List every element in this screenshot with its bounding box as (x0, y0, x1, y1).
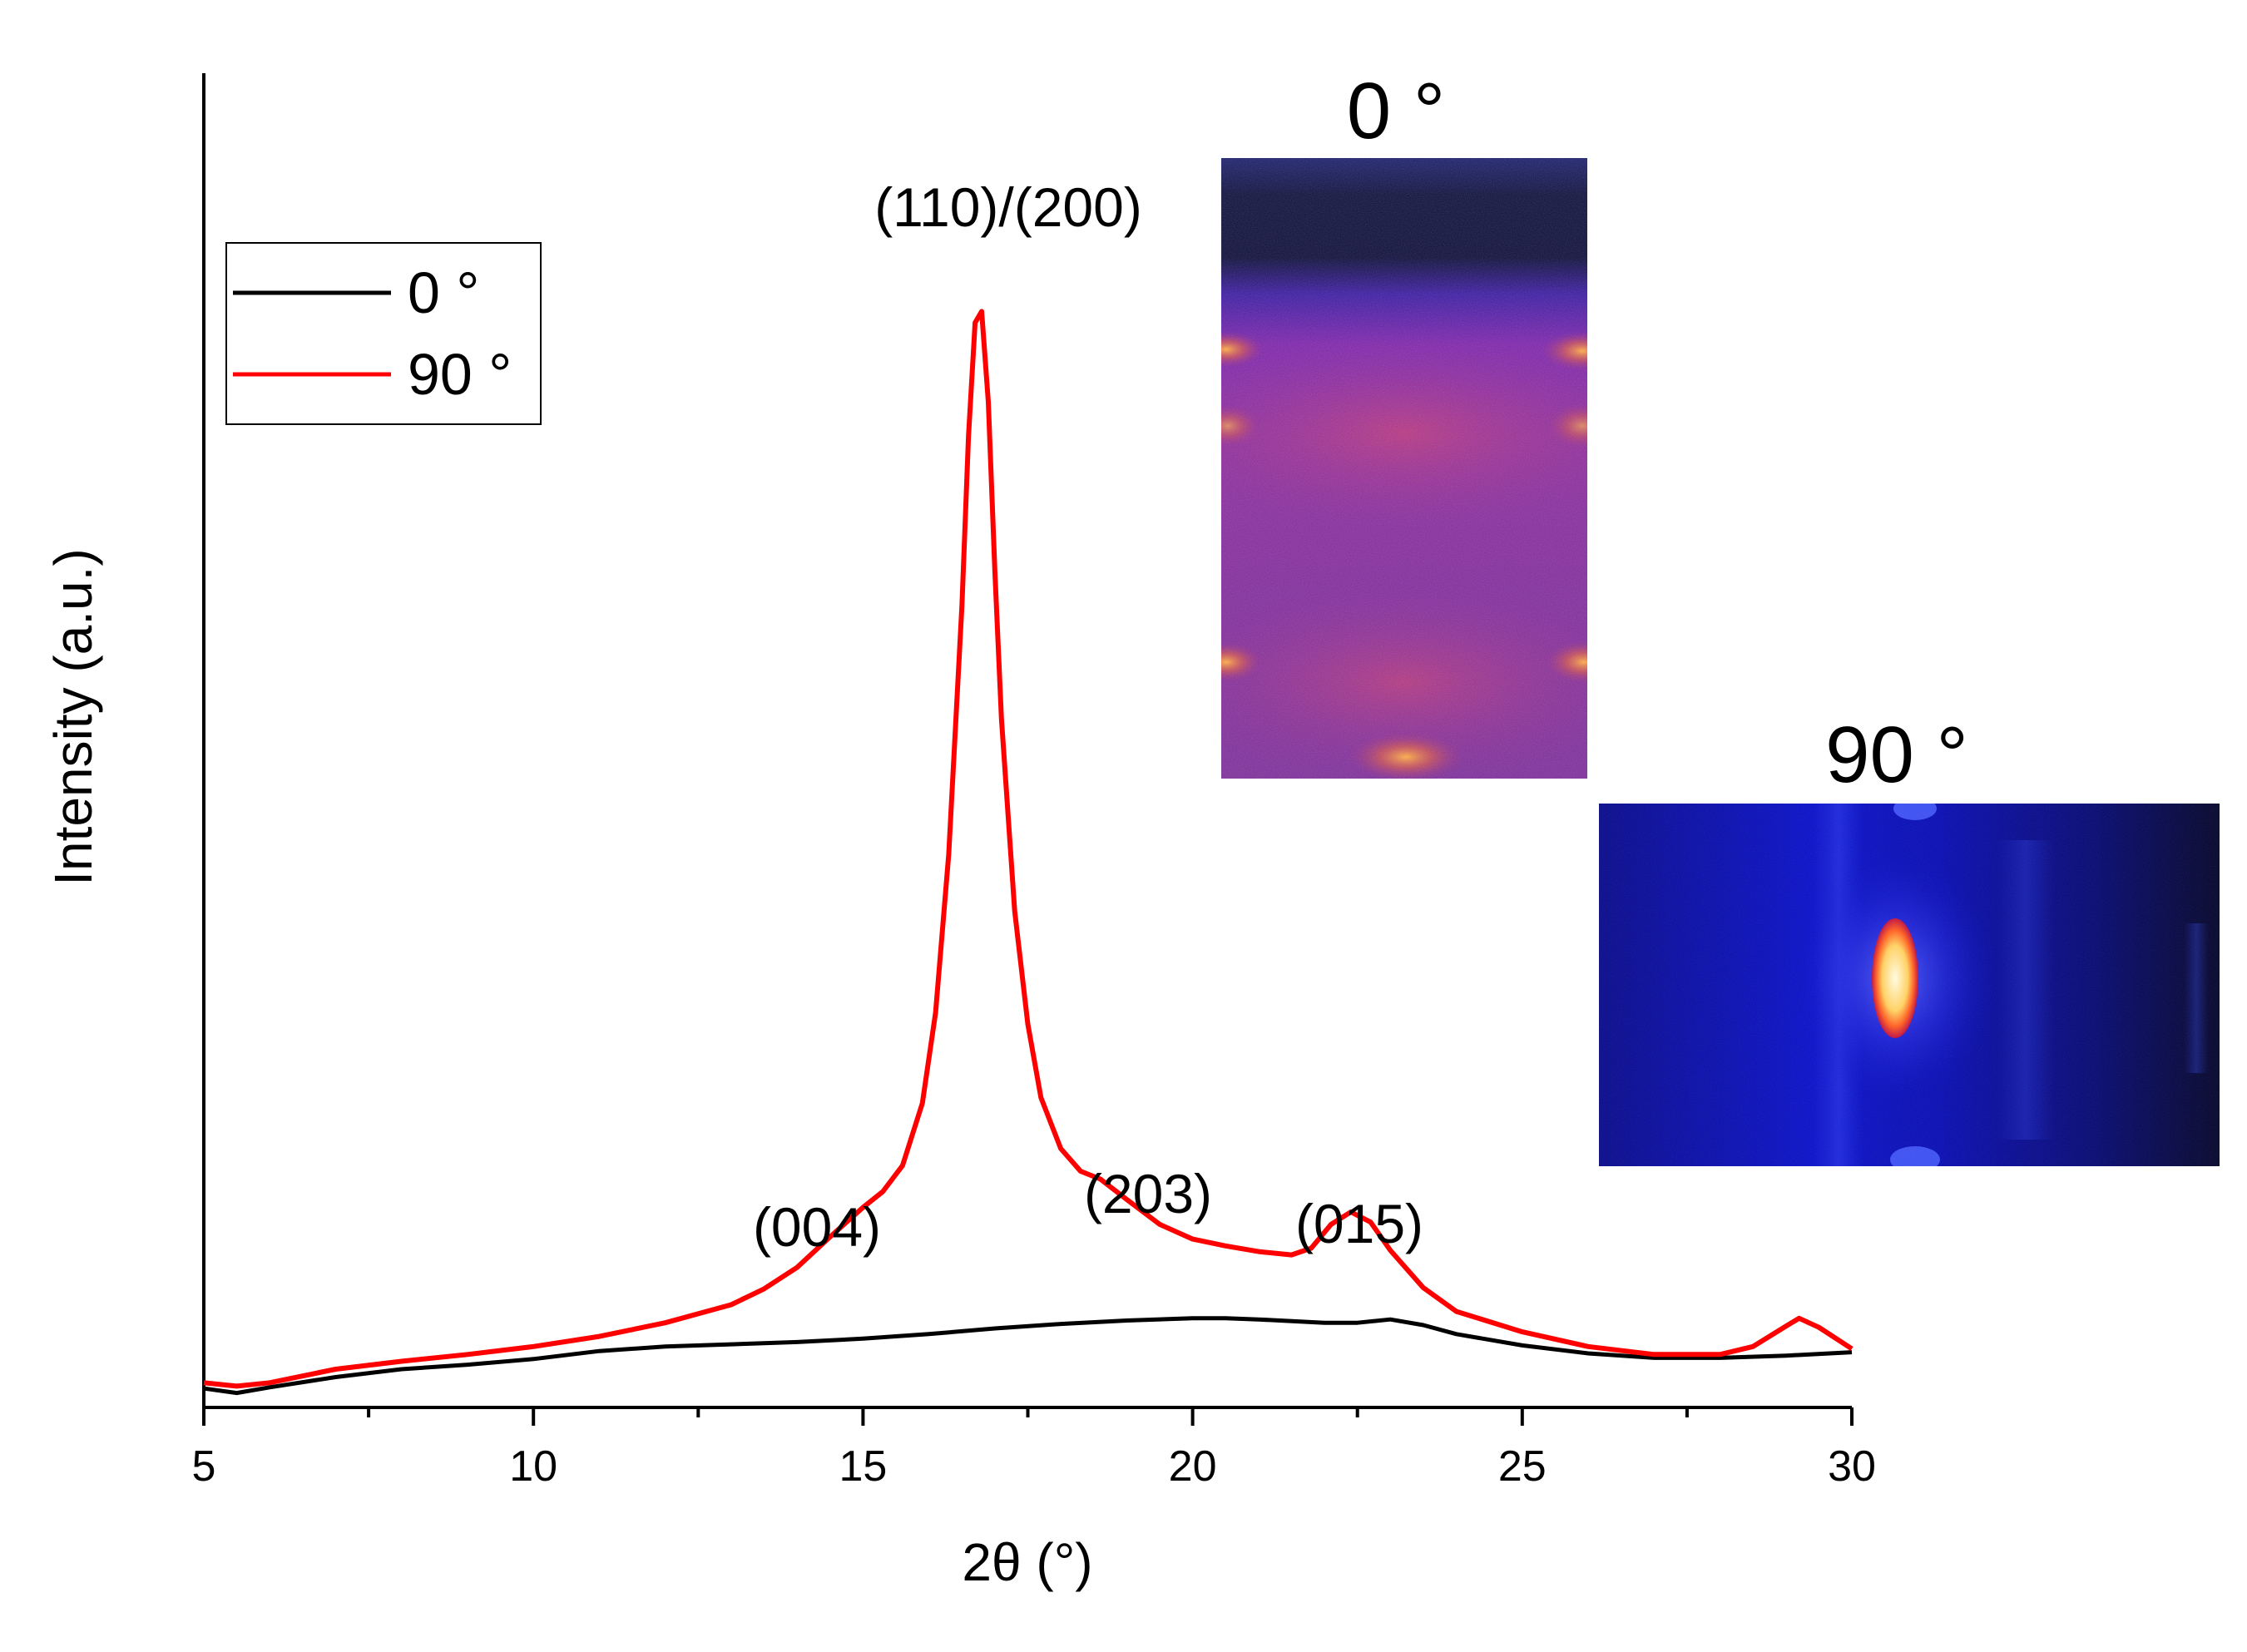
inset-90-deg: 90 ° (1599, 710, 2220, 1166)
legend-box (225, 242, 542, 425)
x-tick-label: 20 (1169, 1442, 1217, 1491)
x-tick-label: 5 (192, 1442, 216, 1491)
series-line-90-deg (203, 309, 1854, 1389)
peak-label-110-200: (110)/(200) (874, 176, 1142, 238)
y-axis-label: Intensity (a.u.) (43, 548, 103, 886)
x-ticks: 5 10 15 20 25 30 (192, 1407, 1876, 1491)
x-tick-label: 10 (509, 1442, 557, 1491)
legend-label-90-deg: 90 ° (408, 342, 512, 407)
inset-title-90-deg: 90 ° (1825, 710, 1968, 799)
x-axis-label: 2θ (°) (962, 1532, 1092, 1592)
x-tick-label: 30 (1828, 1442, 1876, 1491)
legend: 0 ° 90 ° (225, 242, 542, 425)
x-tick-label: 15 (839, 1442, 887, 1491)
legend-label-0-deg: 0 ° (408, 260, 479, 325)
x-tick-label: 25 (1498, 1442, 1547, 1491)
peak-label-015: (015) (1295, 1193, 1423, 1254)
diffraction-pattern-0-deg (1221, 158, 1587, 779)
plot-area (203, 309, 1854, 1396)
peak-label-203: (203) (1084, 1163, 1212, 1224)
peak-label-004: (004) (753, 1196, 881, 1258)
inset-title-0-deg: 0 ° (1347, 67, 1445, 156)
inset-0-deg: 0 ° (1221, 67, 1587, 779)
diffraction-pattern-90-deg (1599, 804, 2220, 1166)
series-line-0-deg (203, 1316, 1853, 1396)
